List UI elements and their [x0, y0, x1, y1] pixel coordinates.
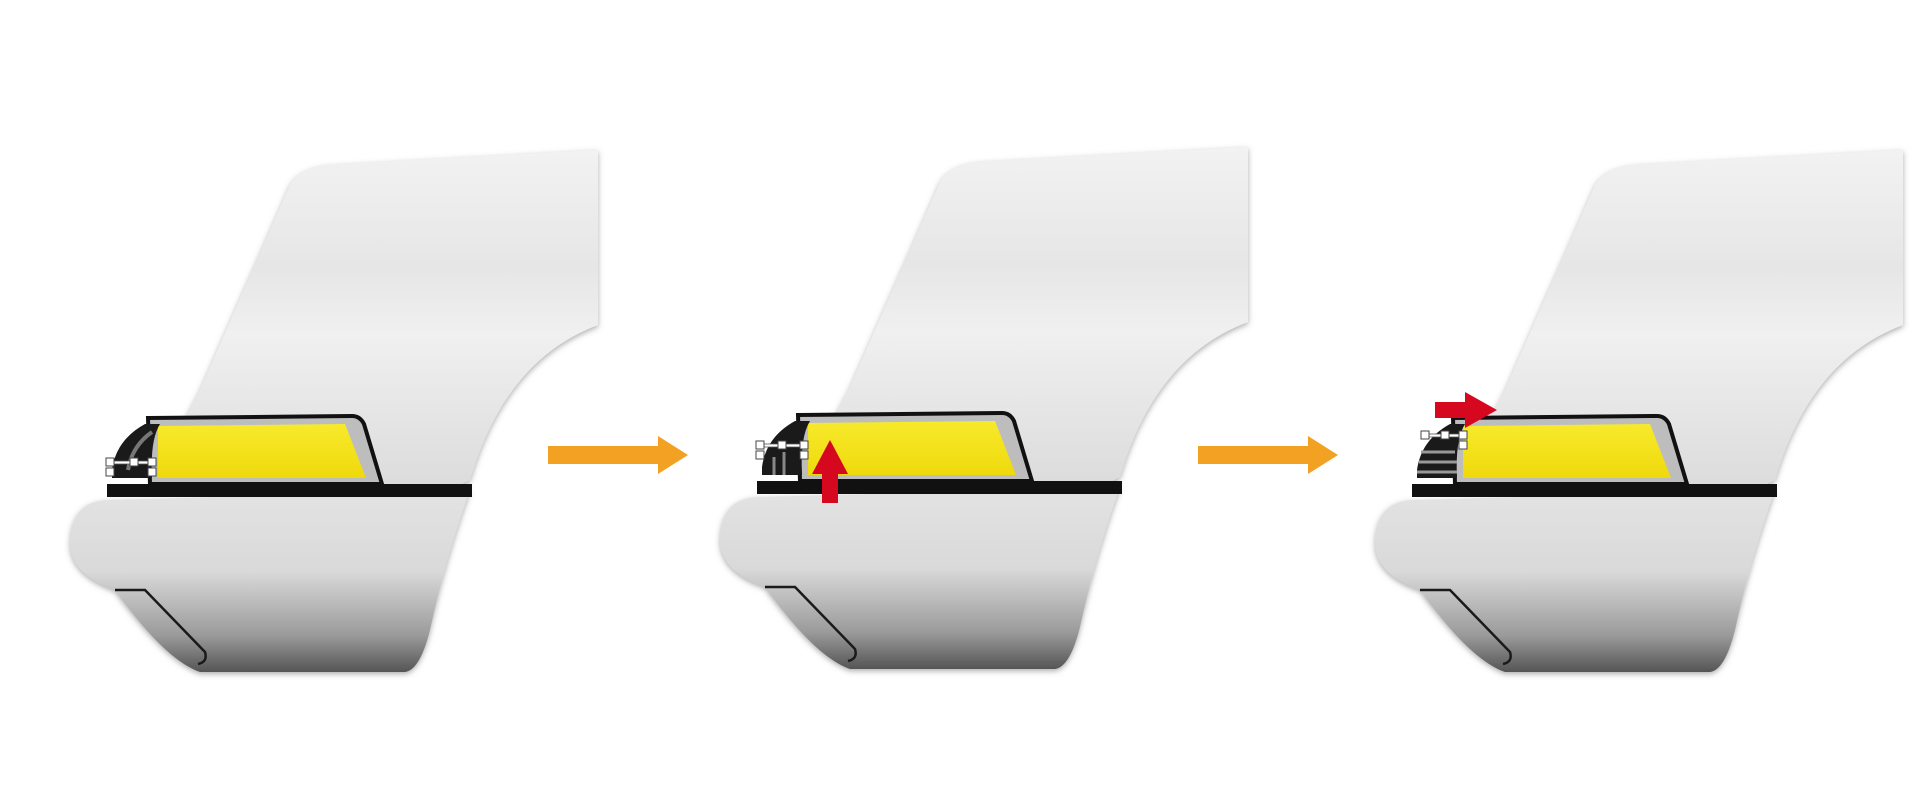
step-2-panel	[720, 147, 1248, 669]
arrow-up-icon	[812, 440, 848, 503]
transition-arrow-1	[548, 436, 688, 474]
step-1-panel	[70, 150, 598, 672]
arrow-right-icon	[1435, 392, 1497, 428]
step-2-action-arrow	[812, 440, 848, 503]
arrow-right-icon	[1198, 436, 1338, 474]
clip-icon	[104, 422, 162, 480]
arrow-right-icon	[548, 436, 688, 474]
step-3-action-arrow	[1435, 392, 1497, 428]
transition-arrow-2	[1198, 436, 1338, 474]
